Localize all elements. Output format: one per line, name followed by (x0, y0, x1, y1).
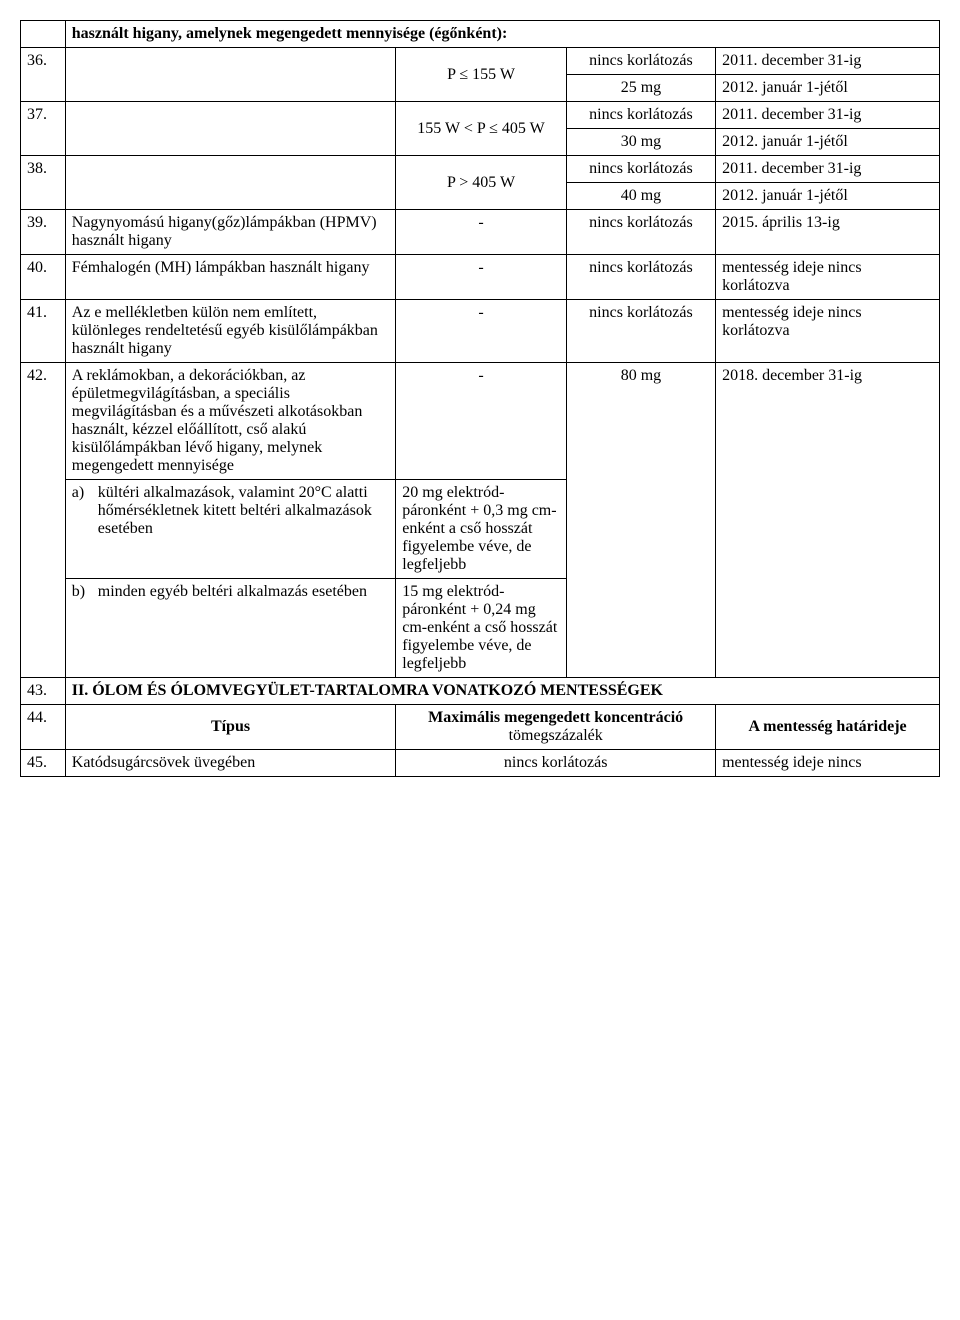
cell: mentesség ideje nincs korlátozva (716, 300, 940, 363)
row-num: 37. (21, 102, 66, 156)
cell: 30 mg (566, 129, 715, 156)
cell: P ≤ 155 W (396, 48, 567, 102)
cell: nincs korlátozás (566, 102, 715, 129)
cell: - (396, 255, 567, 300)
row-44: 44. Típus Maximális megengedett koncentr… (21, 705, 940, 750)
cell: A reklámokban, a dekorációkban, az épüle… (65, 363, 395, 480)
section-title: II. ÓLOM ÉS ÓLOMVEGYÜLET-TARTALOMRA VONA… (65, 678, 939, 705)
cell: 2011. december 31-ig (716, 102, 940, 129)
cell: Nagynyomású higany(gőz)lámpákban (HPMV) … (65, 210, 395, 255)
row-num: 44. (21, 705, 66, 750)
sub-text: kültéri alkalmazások, valamint 20°C alat… (98, 484, 389, 538)
header-text: használt higany, amelynek megengedett me… (65, 21, 939, 48)
cell: 2012. január 1-jétől (716, 183, 940, 210)
row-num: 40. (21, 255, 66, 300)
cell: nincs korlátozás (566, 48, 715, 75)
col-header: Maximális megengedett koncentráció tömeg… (396, 705, 716, 750)
cell: Fémhalogén (MH) lámpákban használt higan… (65, 255, 395, 300)
cell: Katódsugárcsövek üvegében (65, 750, 395, 777)
col-header-sub: tömegszázalék (402, 727, 709, 745)
col-header-main: Maximális megengedett koncentráció (402, 709, 709, 727)
row-num: 43. (21, 678, 66, 705)
cell: nincs korlátozás (566, 156, 715, 183)
cell: - (396, 210, 567, 255)
row-36a: 36. P ≤ 155 W nincs korlátozás 2011. dec… (21, 48, 940, 75)
cell: nincs korlátozás (566, 210, 715, 255)
cell: 2011. december 31-ig (716, 48, 940, 75)
cell: - (396, 363, 567, 480)
cell: 2011. december 31-ig (716, 156, 940, 183)
row-38a: 38. P > 405 W nincs korlátozás 2011. dec… (21, 156, 940, 183)
col-header: Típus (65, 705, 395, 750)
sub-label: a) (72, 484, 94, 502)
cell: 25 mg (566, 75, 715, 102)
cell: 20 mg elektród-páronként + 0,3 mg cm-enk… (396, 480, 567, 579)
row-num: 45. (21, 750, 66, 777)
row-45: 45. Katódsugárcsövek üvegében nincs korl… (21, 750, 940, 777)
cell: 155 W < P ≤ 405 W (396, 102, 567, 156)
cell: 2018. december 31-ig (716, 363, 940, 678)
row-num: 41. (21, 300, 66, 363)
sub-text: minden egyéb beltéri alkalmazás esetében (98, 583, 389, 601)
cell: 2015. április 13-ig (716, 210, 940, 255)
cell: 2012. január 1-jétől (716, 75, 940, 102)
regulation-table: használt higany, amelynek megengedett me… (20, 20, 940, 777)
row-num: 42. (21, 363, 66, 678)
cell: a) kültéri alkalmazások, valamint 20°C a… (65, 480, 395, 579)
cell: 40 mg (566, 183, 715, 210)
row-43: 43. II. ÓLOM ÉS ÓLOMVEGYÜLET-TARTALOMRA … (21, 678, 940, 705)
col-header: A mentesség határideje (716, 705, 940, 750)
row-num: 39. (21, 210, 66, 255)
cell: P > 405 W (396, 156, 567, 210)
row-42: 42. A reklámokban, a dekorációkban, az é… (21, 363, 940, 480)
cell: - (396, 300, 567, 363)
row-num: 38. (21, 156, 66, 210)
cell: nincs korlátozás (396, 750, 716, 777)
cell: nincs korlátozás (566, 300, 715, 363)
row-39: 39. Nagynyomású higany(gőz)lámpákban (HP… (21, 210, 940, 255)
cell: b) minden egyéb beltéri alkalmazás eseté… (65, 579, 395, 678)
cell: 80 mg (566, 363, 715, 678)
cell: nincs korlátozás (566, 255, 715, 300)
row-num: 36. (21, 48, 66, 102)
cell: mentesség ideje nincs korlátozva (716, 255, 940, 300)
row-37a: 37. 155 W < P ≤ 405 W nincs korlátozás 2… (21, 102, 940, 129)
sub-label: b) (72, 583, 94, 601)
row-41: 41. Az e mellékletben külön nem említett… (21, 300, 940, 363)
cell: 15 mg elektród-páronként + 0,24 mg cm-en… (396, 579, 567, 678)
cell: 2012. január 1-jétől (716, 129, 940, 156)
cell: mentesség ideje nincs (716, 750, 940, 777)
header-row: használt higany, amelynek megengedett me… (21, 21, 940, 48)
cell: Az e mellékletben külön nem említett, kü… (65, 300, 395, 363)
row-40: 40. Fémhalogén (MH) lámpákban használt h… (21, 255, 940, 300)
